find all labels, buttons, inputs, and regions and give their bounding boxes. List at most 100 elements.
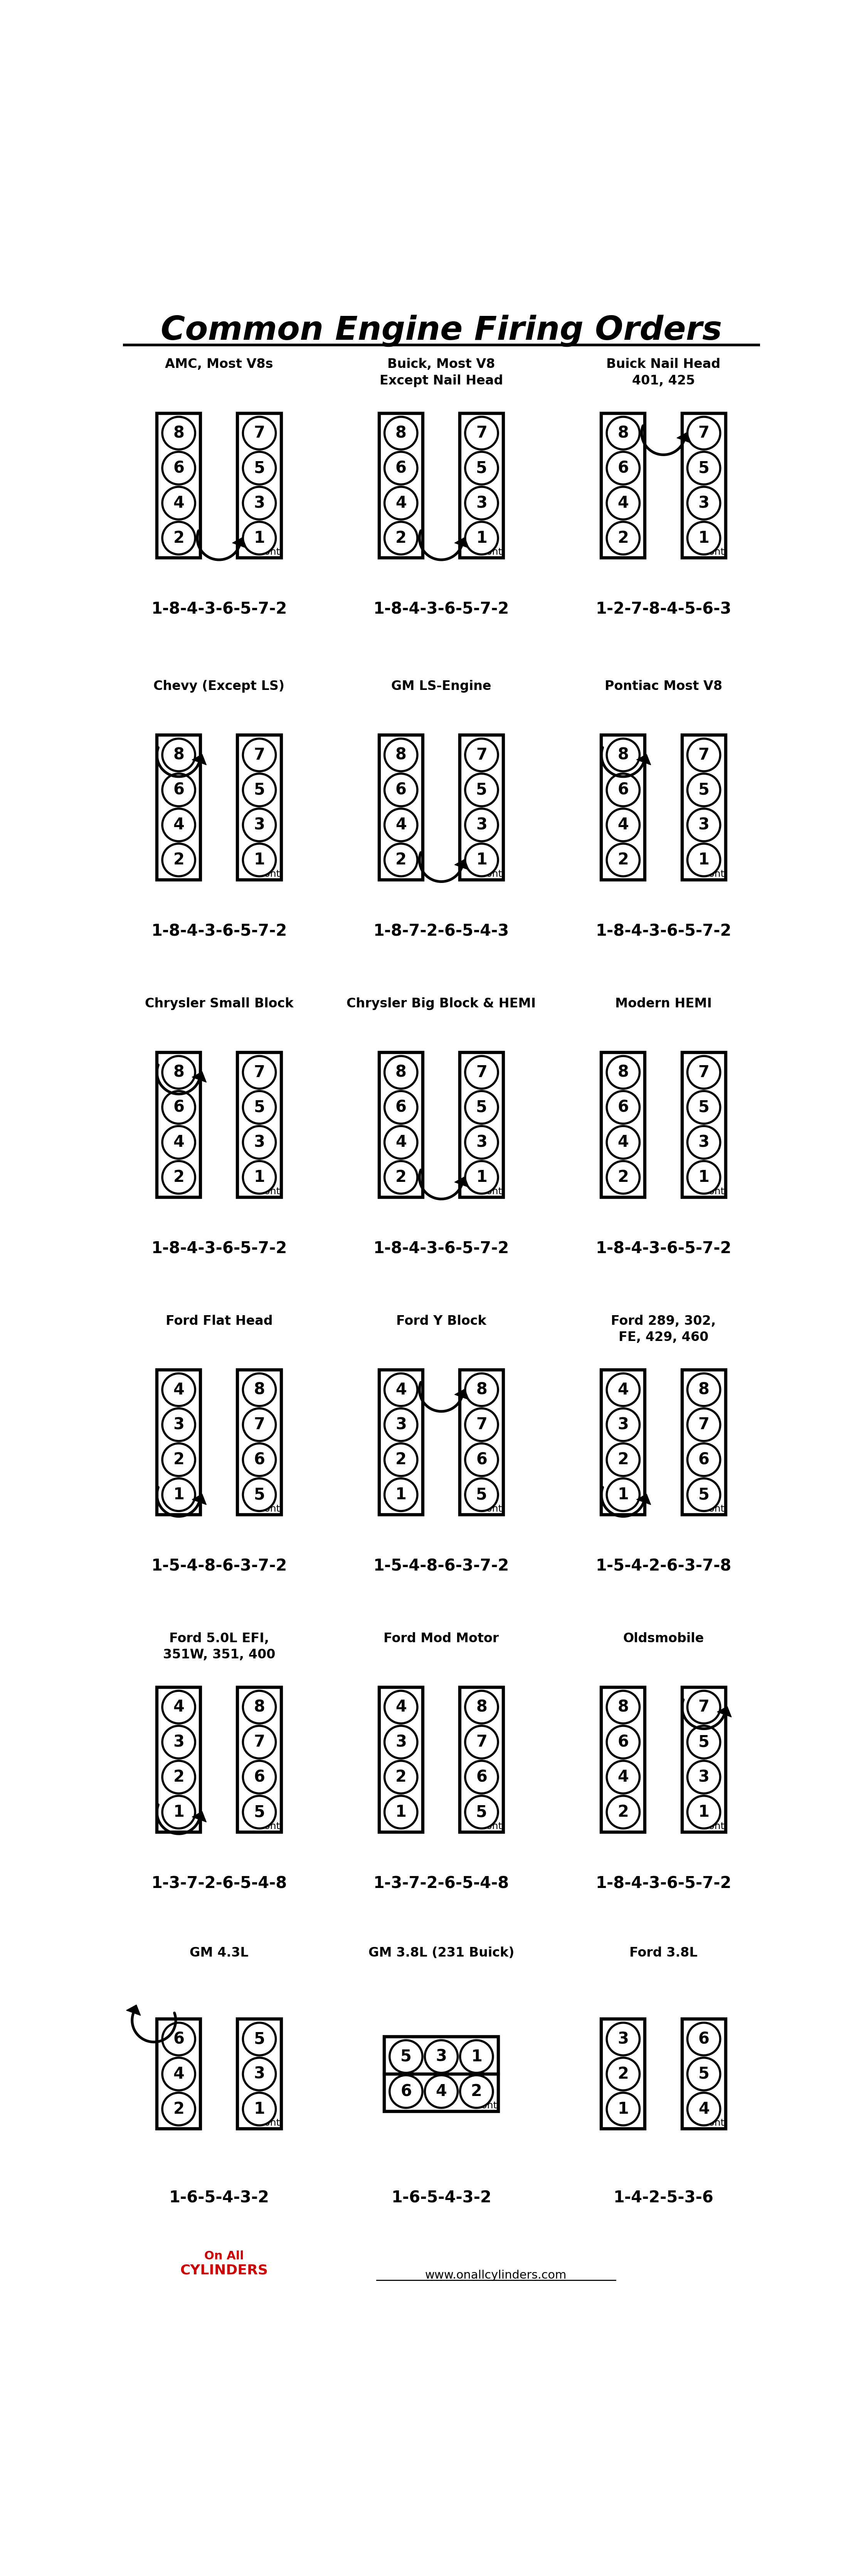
Text: 6: 6	[173, 461, 184, 477]
Bar	[157, 412, 201, 559]
Text: 1-5-4-8-6-3-7-2: 1-5-4-8-6-3-7-2	[152, 1558, 287, 1574]
Circle shape	[687, 1092, 721, 1123]
Text: 4: 4	[173, 1381, 184, 1399]
Text: Common Engine Firing Orders: Common Engine Firing Orders	[161, 314, 722, 348]
Text: 1-8-4-3-6-5-7-2: 1-8-4-3-6-5-7-2	[374, 1242, 509, 1257]
Circle shape	[162, 2092, 195, 2125]
Circle shape	[465, 451, 498, 484]
Circle shape	[162, 451, 195, 484]
Text: Front: Front	[256, 1504, 280, 1515]
Text: 6: 6	[395, 1100, 406, 1115]
Text: 3: 3	[254, 817, 265, 832]
Circle shape	[385, 1443, 418, 1476]
Text: Front: Front	[700, 1504, 724, 1515]
Circle shape	[243, 417, 276, 448]
Text: GM LS-Engine: GM LS-Engine	[391, 680, 492, 693]
Text: Ford Mod Motor: Ford Mod Motor	[384, 1633, 499, 1643]
Text: 7: 7	[698, 1700, 709, 1716]
Text: 8: 8	[395, 747, 406, 762]
Text: 4: 4	[395, 1133, 406, 1151]
Circle shape	[243, 1409, 276, 1440]
Circle shape	[460, 2076, 493, 2107]
Text: 7: 7	[254, 1417, 265, 1432]
Bar	[601, 412, 645, 559]
Text: 8: 8	[698, 1381, 709, 1399]
Text: Front: Front	[256, 1188, 280, 1195]
Text: 7: 7	[476, 1417, 487, 1432]
Text: 1-3-7-2-6-5-4-8: 1-3-7-2-6-5-4-8	[152, 1875, 287, 1891]
Circle shape	[385, 1479, 418, 1512]
Circle shape	[687, 1162, 721, 1193]
Text: 6: 6	[476, 1770, 487, 1785]
Text: 6: 6	[698, 2030, 709, 2048]
Circle shape	[465, 1443, 498, 1476]
Text: 2: 2	[173, 1453, 184, 1468]
Circle shape	[607, 451, 640, 484]
Text: 2: 2	[617, 1453, 629, 1468]
Text: Front: Front	[478, 549, 502, 556]
Text: 5: 5	[254, 2030, 265, 2048]
Circle shape	[687, 2022, 721, 2056]
Circle shape	[162, 1443, 195, 1476]
Bar	[601, 734, 645, 881]
Polygon shape	[127, 2004, 140, 2014]
Text: 6: 6	[617, 1734, 629, 1749]
Text: Ford 289, 302,: Ford 289, 302,	[611, 1314, 716, 1327]
Circle shape	[607, 1726, 640, 1759]
Bar	[238, 2020, 282, 2128]
Circle shape	[607, 1056, 640, 1090]
Text: 4: 4	[395, 495, 406, 510]
Text: Front: Front	[256, 1821, 280, 1832]
Circle shape	[243, 487, 276, 520]
Circle shape	[687, 809, 721, 842]
Text: 5: 5	[698, 1486, 709, 1502]
Circle shape	[465, 1479, 498, 1512]
Circle shape	[243, 1762, 276, 1793]
Text: 2: 2	[471, 2084, 482, 2099]
Text: 2: 2	[173, 1770, 184, 1785]
Text: 7: 7	[698, 425, 709, 440]
Text: 8: 8	[617, 1064, 629, 1079]
Circle shape	[243, 1162, 276, 1193]
Circle shape	[162, 809, 195, 842]
Text: 5: 5	[476, 1803, 487, 1821]
Text: On All: On All	[204, 2251, 244, 2262]
Text: 2: 2	[617, 1803, 629, 1821]
Text: 4: 4	[173, 1133, 184, 1151]
Polygon shape	[677, 433, 691, 443]
Text: 8: 8	[173, 747, 184, 762]
Text: 5: 5	[476, 461, 487, 477]
Circle shape	[465, 523, 498, 554]
Circle shape	[465, 809, 498, 842]
Text: Chrysler Small Block: Chrysler Small Block	[145, 997, 294, 1010]
Text: 5: 5	[476, 1486, 487, 1502]
Text: 4: 4	[395, 1700, 406, 1716]
Text: 5: 5	[254, 1100, 265, 1115]
Text: 8: 8	[395, 425, 406, 440]
Circle shape	[607, 1762, 640, 1793]
Circle shape	[687, 1795, 721, 1829]
Circle shape	[243, 842, 276, 876]
Circle shape	[385, 451, 418, 484]
Text: Front: Front	[473, 2102, 497, 2110]
Bar	[157, 1687, 201, 1832]
Text: 7: 7	[698, 747, 709, 762]
Circle shape	[385, 1162, 418, 1193]
Text: 2: 2	[173, 853, 184, 868]
Text: 1-4-2-5-3-6: 1-4-2-5-3-6	[613, 2190, 714, 2205]
Text: 1-8-4-3-6-5-7-2: 1-8-4-3-6-5-7-2	[152, 1242, 287, 1257]
Text: 1-8-4-3-6-5-7-2: 1-8-4-3-6-5-7-2	[152, 600, 287, 618]
Text: Front: Front	[700, 2117, 724, 2128]
Circle shape	[687, 1479, 721, 1512]
Text: 6: 6	[698, 1453, 709, 1468]
Polygon shape	[636, 755, 651, 765]
Circle shape	[607, 523, 640, 554]
Text: 2: 2	[395, 1170, 406, 1185]
Text: 6: 6	[173, 1100, 184, 1115]
Text: 5: 5	[698, 461, 709, 477]
Text: 3: 3	[476, 1133, 487, 1151]
Circle shape	[243, 2022, 276, 2056]
Text: 3: 3	[476, 495, 487, 510]
Text: Front: Front	[700, 549, 724, 556]
Circle shape	[162, 487, 195, 520]
